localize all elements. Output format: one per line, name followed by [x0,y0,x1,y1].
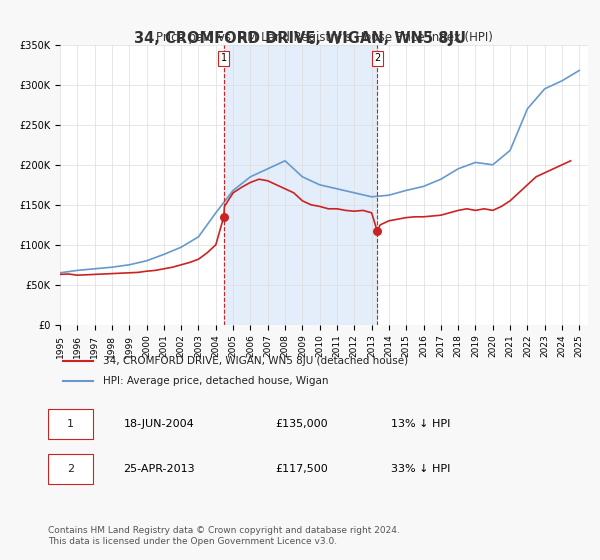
Text: £117,500: £117,500 [275,464,328,474]
Text: Contains HM Land Registry data © Crown copyright and database right 2024.
This d: Contains HM Land Registry data © Crown c… [48,526,400,546]
Text: 34, CROMFORD DRIVE, WIGAN, WN5 8JU: 34, CROMFORD DRIVE, WIGAN, WN5 8JU [134,31,466,46]
Text: 33% ↓ HPI: 33% ↓ HPI [391,464,450,474]
Text: 18-JUN-2004: 18-JUN-2004 [124,419,194,429]
Point [219,212,229,221]
Text: 2: 2 [67,464,74,474]
Point [373,226,382,235]
Text: 1: 1 [221,53,227,63]
FancyBboxPatch shape [48,409,94,439]
Title: Price paid vs. HM Land Registry's House Price Index (HPI): Price paid vs. HM Land Registry's House … [155,31,493,44]
Text: HPI: Average price, detached house, Wigan: HPI: Average price, detached house, Wiga… [103,376,329,386]
Text: £135,000: £135,000 [275,419,328,429]
Text: 13% ↓ HPI: 13% ↓ HPI [391,419,450,429]
FancyBboxPatch shape [48,454,94,484]
Text: 2: 2 [374,53,380,63]
Text: 1: 1 [67,419,74,429]
Bar [224,45,377,325]
Text: 34, CROMFORD DRIVE, WIGAN, WN5 8JU (detached house): 34, CROMFORD DRIVE, WIGAN, WN5 8JU (deta… [103,356,409,366]
Text: 25-APR-2013: 25-APR-2013 [124,464,195,474]
